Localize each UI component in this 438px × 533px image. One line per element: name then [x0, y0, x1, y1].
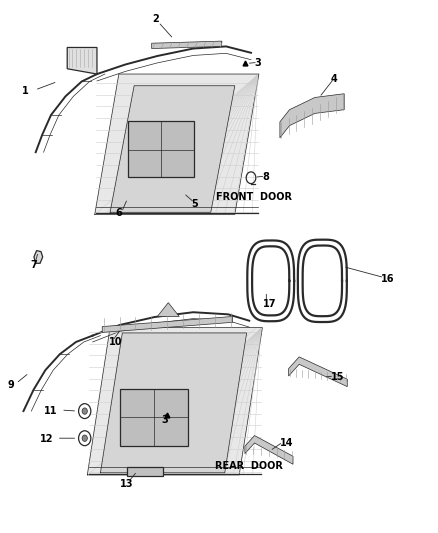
Polygon shape [151, 41, 221, 49]
Text: 2: 2 [152, 14, 159, 25]
Text: 11: 11 [44, 406, 57, 416]
Polygon shape [102, 317, 232, 333]
Circle shape [82, 408, 87, 414]
Text: 6: 6 [115, 208, 122, 219]
FancyBboxPatch shape [120, 389, 187, 446]
Text: 3: 3 [161, 415, 168, 425]
Polygon shape [100, 333, 246, 473]
Text: 13: 13 [120, 480, 133, 489]
Text: 5: 5 [191, 199, 198, 209]
Text: 17: 17 [263, 298, 276, 309]
Text: 9: 9 [7, 379, 14, 390]
FancyBboxPatch shape [127, 467, 162, 477]
Text: REAR  DOOR: REAR DOOR [215, 462, 283, 471]
Text: 15: 15 [330, 372, 344, 382]
Text: 7: 7 [30, 261, 37, 270]
Polygon shape [244, 435, 292, 464]
Text: 1: 1 [22, 86, 29, 96]
Polygon shape [288, 357, 346, 386]
Polygon shape [87, 328, 262, 475]
Text: FRONT  DOOR: FRONT DOOR [215, 192, 291, 203]
Text: 3: 3 [254, 59, 261, 68]
Text: 14: 14 [279, 438, 293, 448]
Polygon shape [279, 94, 343, 138]
Polygon shape [34, 251, 42, 263]
FancyBboxPatch shape [128, 122, 194, 177]
Polygon shape [67, 47, 97, 74]
Circle shape [82, 435, 87, 441]
Text: 8: 8 [262, 172, 268, 182]
Polygon shape [110, 86, 234, 212]
Text: 12: 12 [39, 434, 53, 445]
Polygon shape [95, 74, 258, 214]
Polygon shape [157, 303, 179, 317]
Text: 4: 4 [330, 75, 337, 84]
Text: 16: 16 [381, 274, 394, 284]
Text: 10: 10 [109, 337, 123, 347]
